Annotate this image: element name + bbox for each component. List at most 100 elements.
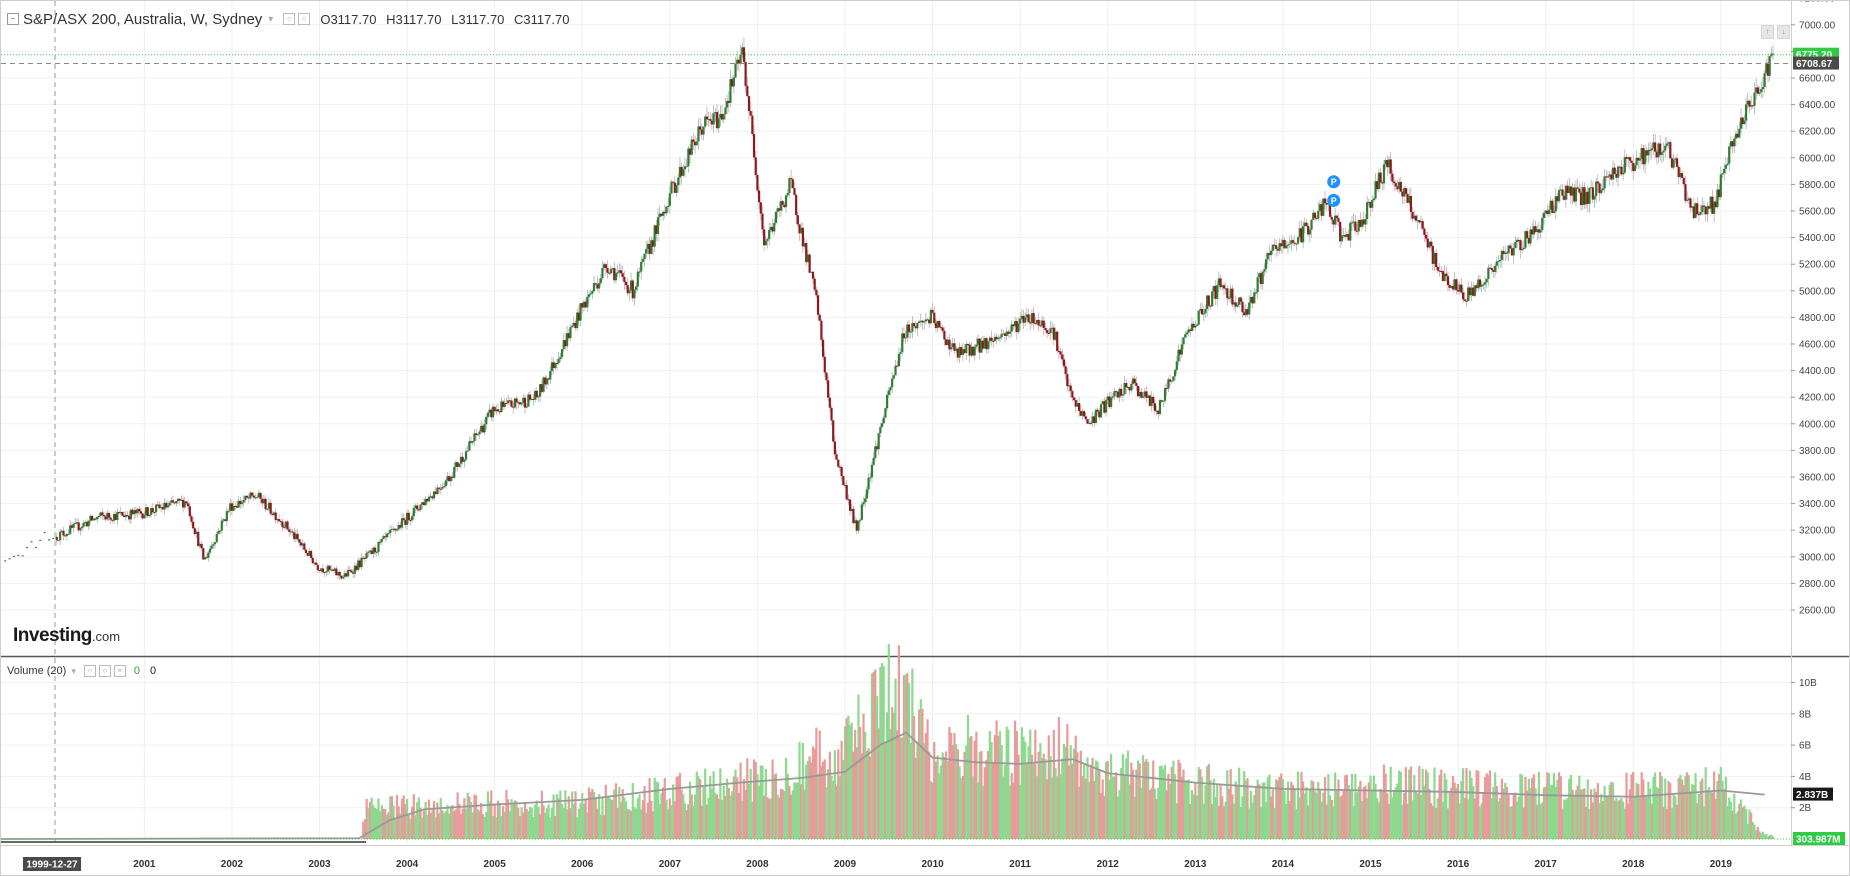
candle-body (1552, 211, 1556, 214)
volume-bar (668, 798, 671, 839)
volume-bar (1692, 784, 1695, 839)
candle-body (244, 495, 247, 501)
volume-bar (1345, 774, 1349, 839)
volume-bar (560, 803, 564, 839)
volume-bar (458, 803, 461, 839)
candle-body (1268, 253, 1271, 256)
p-marker-circle[interactable] (1327, 193, 1341, 207)
volume-bar (1632, 772, 1635, 839)
volume-bar (500, 816, 503, 839)
price-tick-label: 2800.00 (1799, 579, 1836, 590)
pane-down-icon[interactable]: ↓ (1777, 25, 1790, 39)
eye-icon[interactable]: ○ (283, 13, 296, 25)
p-marker-top[interactable]: P (1327, 175, 1341, 189)
volume-bar (544, 812, 547, 839)
volume-bar (1490, 797, 1493, 839)
volume-bar (372, 805, 375, 839)
candle-body (168, 502, 171, 506)
volume-bar (407, 815, 410, 839)
volume-bar (800, 784, 803, 839)
candle-body (225, 511, 228, 521)
candle-body (1364, 219, 1367, 225)
candle-body (156, 504, 159, 506)
volume-dropdown-icon[interactable]: ▾ (71, 665, 76, 676)
volume-bar (820, 766, 823, 839)
time-tick-label: 2004 (396, 859, 419, 870)
volume-bar (1733, 793, 1736, 839)
candle-body (493, 406, 496, 412)
crosshair-date-tag-bg (23, 857, 81, 871)
volume-bar (505, 790, 508, 839)
candle-body (606, 268, 609, 273)
volume-bar (766, 797, 769, 839)
pre-start-mark (47, 539, 50, 541)
volume-bar (1485, 773, 1488, 839)
volume-bar (1499, 797, 1502, 839)
volume-bar (1435, 808, 1438, 839)
time-tick-label: 2012 (1097, 859, 1120, 870)
volume-bar (1040, 758, 1044, 839)
volume-bar (1574, 790, 1578, 839)
volume-bar (1650, 803, 1653, 839)
candle-body (1492, 269, 1495, 272)
pane-up-icon[interactable]: ↑ (1761, 25, 1774, 39)
candle-body (1670, 158, 1674, 168)
candle-body (1529, 229, 1532, 244)
candle-body (60, 530, 63, 532)
candle-body (114, 514, 117, 521)
candle-body (1566, 185, 1569, 193)
candle-body (1010, 324, 1013, 332)
volume-bar (633, 807, 636, 839)
candle-body (1049, 328, 1052, 334)
candle-body (1694, 203, 1697, 219)
volume-bar (808, 756, 811, 839)
volume-bar (591, 789, 594, 839)
price-tick-label: 5800.00 (1799, 180, 1836, 191)
volume-bar (564, 790, 567, 839)
volume-bar (1066, 724, 1069, 839)
volume-bar (1057, 717, 1060, 839)
settings-icon[interactable]: ○ (298, 13, 311, 25)
collapse-icon[interactable]: − (7, 13, 19, 25)
candle-body (134, 510, 138, 514)
p-marker-circle[interactable] (1327, 175, 1341, 189)
dropdown-icon[interactable]: ▾ (268, 13, 274, 25)
candle-body (557, 358, 560, 364)
candle-body (862, 502, 865, 505)
volume-bar (1391, 797, 1394, 839)
volume-bar (1628, 789, 1631, 839)
volume-bar (1002, 776, 1005, 839)
volume-bar (941, 752, 944, 839)
candle-body (507, 400, 510, 404)
candle-body (1674, 158, 1677, 160)
volume-bar (429, 812, 432, 839)
p-marker-bottom[interactable]: P (1327, 193, 1341, 207)
volume-bar (1680, 779, 1684, 839)
volume-bar (1030, 754, 1034, 839)
volume-close-icon[interactable]: × (113, 665, 126, 677)
volume-bar (1645, 795, 1648, 839)
volume-eye-icon[interactable]: ○ (83, 665, 96, 677)
candle-body (614, 272, 618, 281)
volume-bar (1672, 794, 1675, 839)
volume-bar (614, 783, 618, 839)
volume-bar (1275, 779, 1278, 839)
candle-body (419, 504, 422, 510)
volume-bar (1389, 766, 1392, 839)
volume-settings-icon[interactable]: ○ (98, 665, 111, 677)
candle-body (719, 113, 722, 119)
volume-bar (983, 767, 986, 839)
volume-bar (1544, 786, 1547, 839)
volume-bar (518, 816, 522, 839)
volume-bar (542, 805, 545, 839)
volume-bar (1522, 807, 1525, 839)
volume-bar (869, 756, 872, 839)
volume-bar (1007, 729, 1010, 839)
candle-body (222, 519, 225, 521)
candle-body (1089, 422, 1093, 424)
candle-body (864, 498, 867, 503)
volume-bar (1430, 803, 1433, 839)
volume-bar (875, 696, 879, 839)
candle-body (946, 339, 949, 345)
